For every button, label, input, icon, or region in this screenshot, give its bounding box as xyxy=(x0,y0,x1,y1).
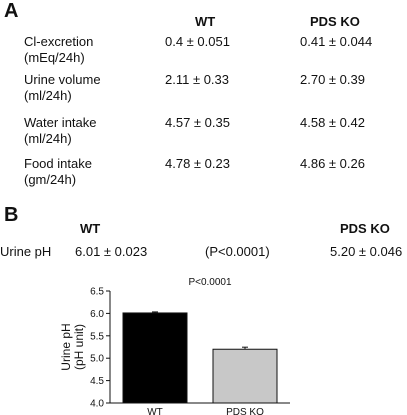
row-label: Food intake xyxy=(24,156,92,171)
panel-a-header-ko: PDS KO xyxy=(310,14,360,29)
row-unit: (mEq/24h) xyxy=(24,50,85,65)
y-axis-label: Urine pH xyxy=(59,323,73,370)
y-tick-label: 4.0 xyxy=(90,399,104,410)
y-tick-label: 5.0 xyxy=(90,354,104,365)
row-wt-value: 0.4 ± 0.051 xyxy=(165,34,230,49)
urine-ph-bar-chart: P<0.0001 4.0 4.5 5.0 5.5 6.0 6.5 Urine pH (pH u… xyxy=(59,277,290,415)
row-ko-value: 4.58 ± 0.42 xyxy=(300,115,365,130)
urine-ph-ko-value: 5.20 ± 0.046 xyxy=(330,244,403,259)
panel-a-header-wt: WT xyxy=(195,14,216,29)
y-tick-label: 4.5 xyxy=(90,376,104,387)
row-ko-value: 4.86 ± 0.26 xyxy=(300,156,365,171)
row-wt-value: 4.78 ± 0.23 xyxy=(165,156,230,171)
x-tick-label: PDS KO xyxy=(226,407,264,415)
x-tick-label: WT xyxy=(147,407,163,415)
y-tick-label: 5.5 xyxy=(90,331,104,342)
bar-wt xyxy=(122,312,188,404)
y-tick-label: 6.5 xyxy=(90,287,104,298)
panel-b-header-ko: PDS KO xyxy=(340,221,390,236)
urine-ph-p-value: (P<0.0001) xyxy=(205,244,270,259)
urine-ph-wt-value: 6.01 ± 0.023 xyxy=(75,244,148,259)
row-label: Urine volume xyxy=(24,72,101,87)
y-axis-label: (pH unit) xyxy=(72,324,86,370)
row-ko-value: 2.70 ± 0.39 xyxy=(300,72,365,87)
panel-b-label: B xyxy=(4,204,19,226)
y-tick-label: 6.0 xyxy=(90,309,104,320)
row-label: Water intake xyxy=(24,115,97,130)
row-unit: (ml/24h) xyxy=(24,88,72,103)
panel-b-header-wt: WT xyxy=(80,221,101,236)
row-unit: (gm/24h) xyxy=(24,172,77,187)
urine-ph-row-label: Urine pH xyxy=(0,244,52,259)
panel-a-label: A xyxy=(4,0,19,22)
row-ko-value: 0.41 ± 0.044 xyxy=(300,34,373,49)
row-wt-value: 2.11 ± 0.33 xyxy=(165,72,229,87)
chart-annotation: P<0.0001 xyxy=(188,277,232,288)
row-unit: (ml/24h) xyxy=(24,131,72,146)
row-label: Cl-excretion xyxy=(24,34,94,49)
bar-pds-ko xyxy=(212,348,278,404)
row-wt-value: 4.57 ± 0.35 xyxy=(165,115,230,130)
